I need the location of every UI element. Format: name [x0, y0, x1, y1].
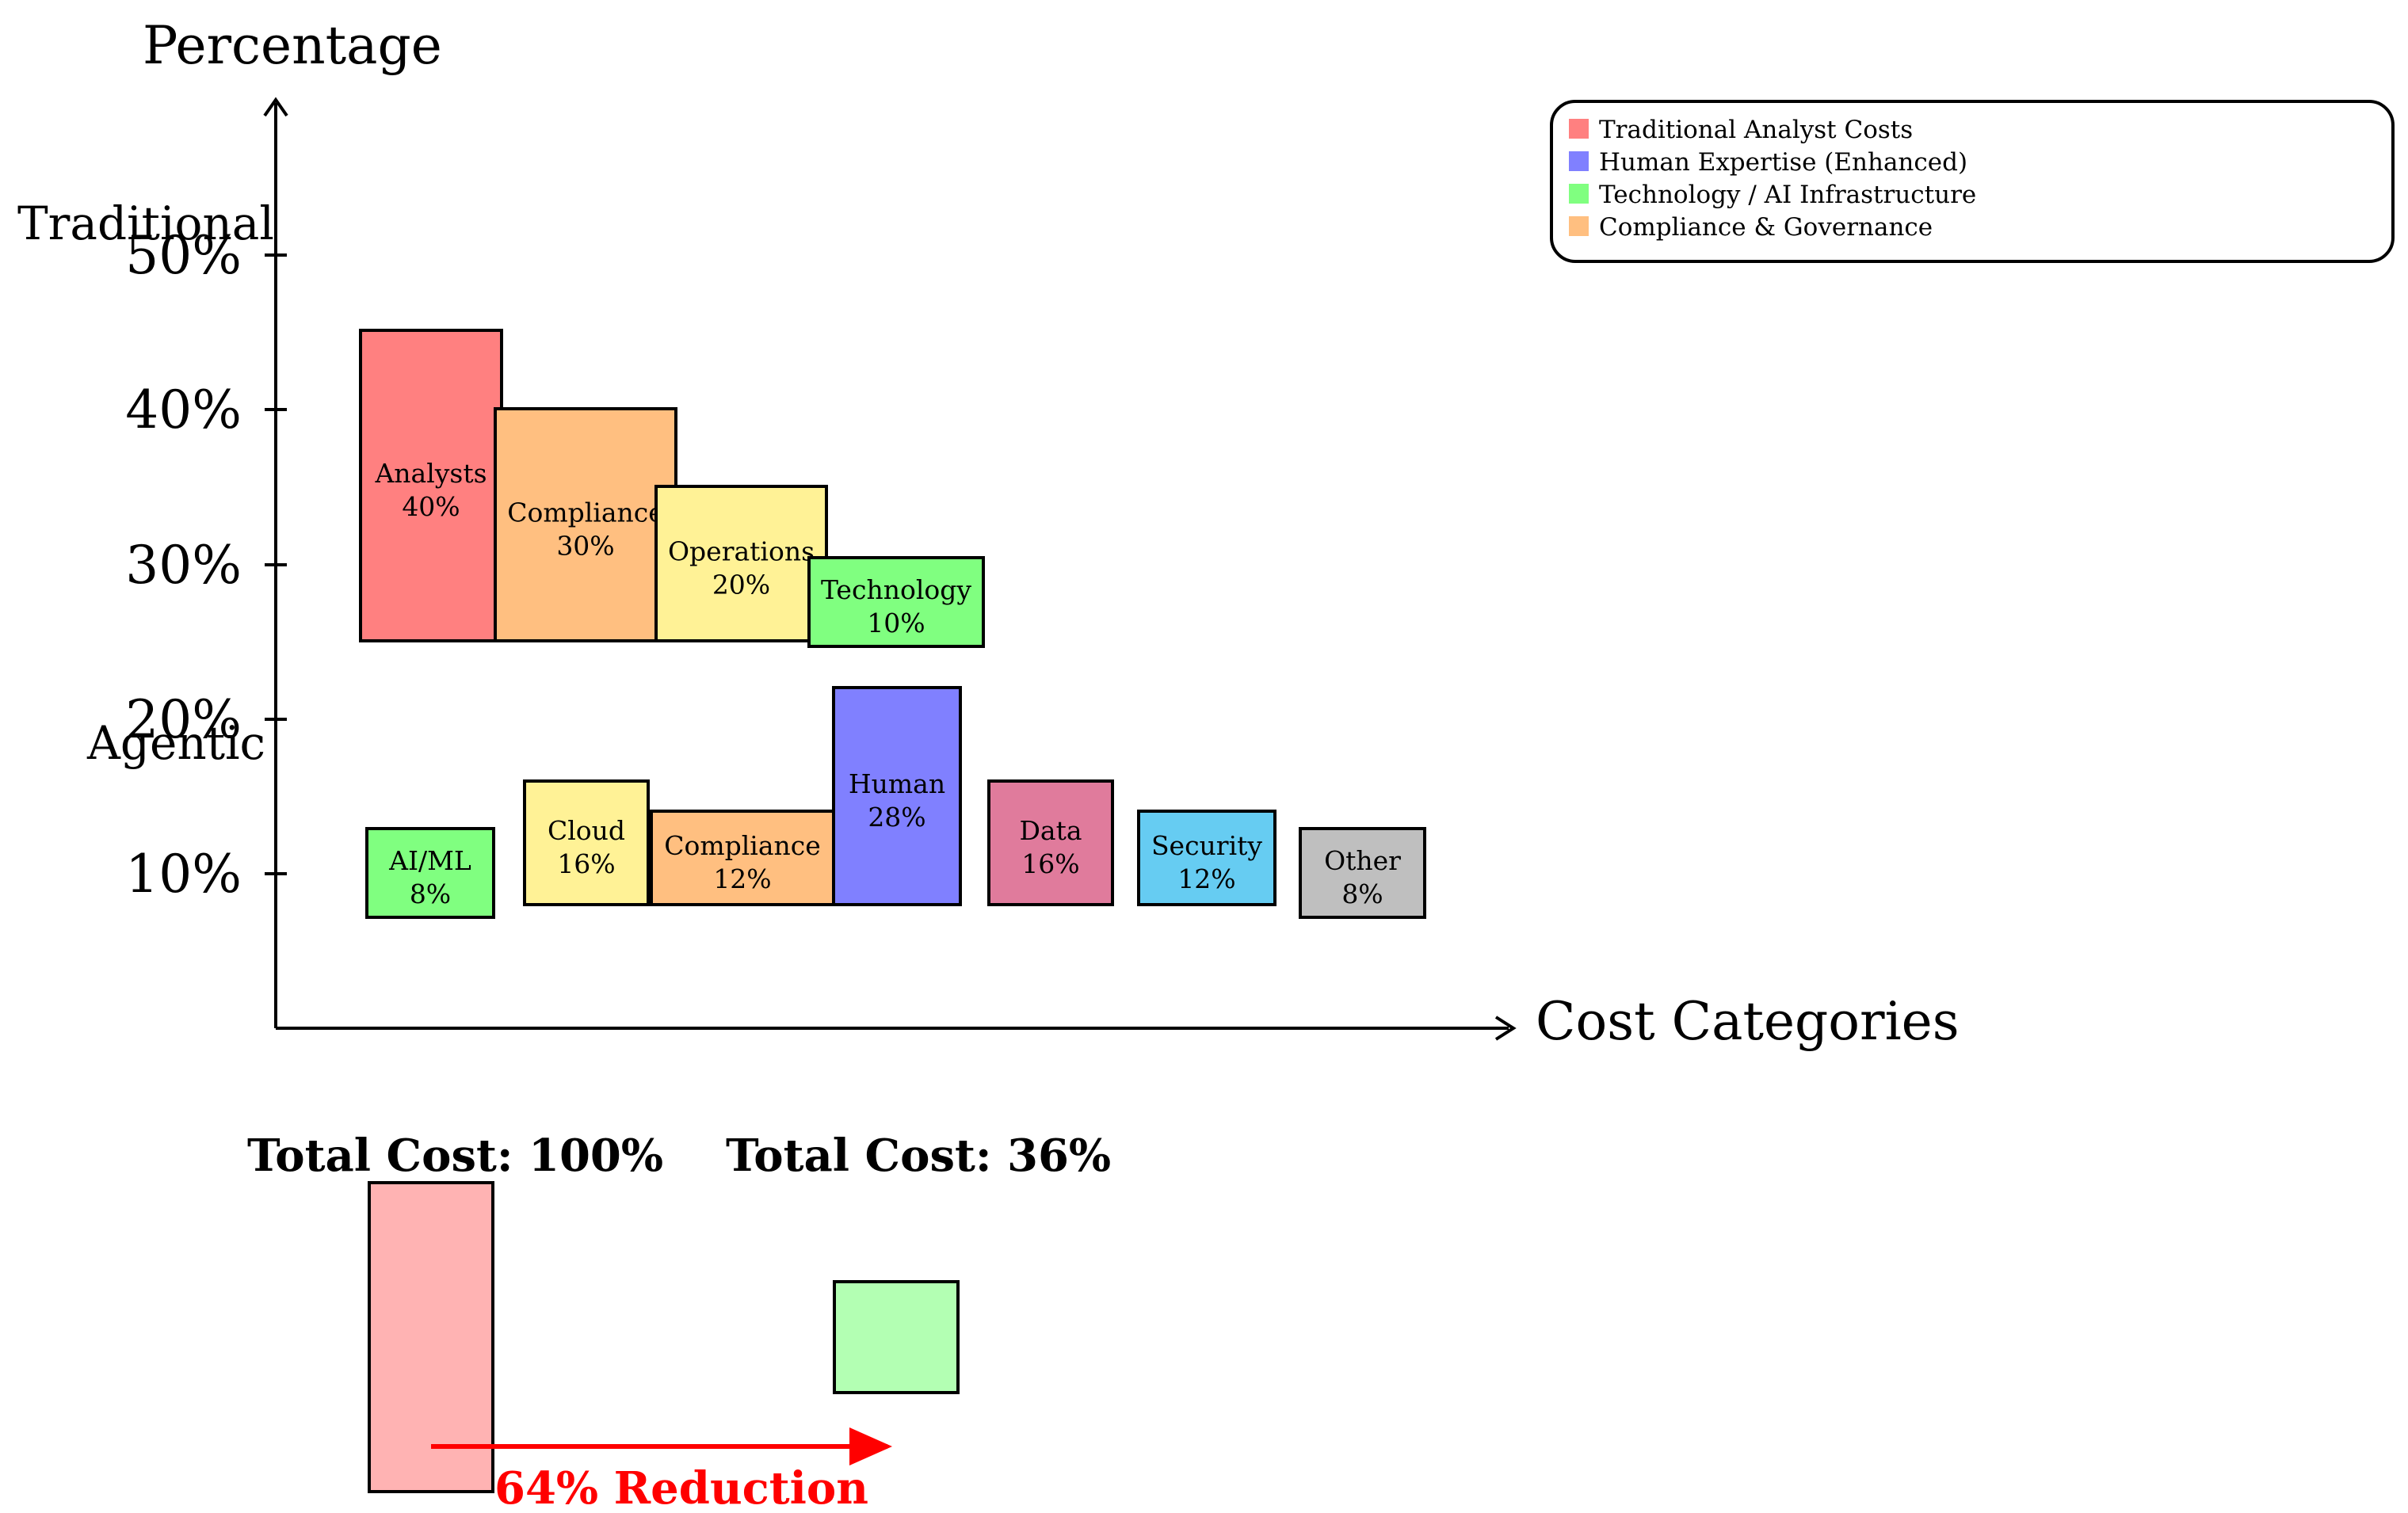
agentic-bar	[987, 779, 1114, 906]
traditional-bar-value-label: 20%	[712, 570, 770, 600]
legend: Traditional Analyst Costs Human Expertise…	[1550, 100, 2395, 263]
agentic-bar-value-label: 12%	[1177, 863, 1235, 894]
agentic-bar-label: Other	[1324, 845, 1401, 876]
agentic-bar-label: Security	[1151, 830, 1262, 861]
total-cost-traditional-label: Total Cost: 100%	[247, 1130, 663, 1182]
total-bar-traditional	[368, 1181, 494, 1493]
agentic-bar-value-label: 28%	[868, 802, 925, 833]
legend-label: Technology / AI Infrastructure	[1599, 181, 1976, 209]
traditional-bar	[654, 485, 828, 642]
agentic-bar-value-label: 16%	[557, 848, 615, 879]
agentic-bar-label: Cloud	[548, 815, 625, 846]
group-label-traditional: Traditional	[17, 196, 274, 250]
group-label-agentic: Agentic	[86, 716, 265, 770]
y-tick-label: 10%	[125, 844, 242, 905]
agentic-bar-label: Compliance	[664, 830, 821, 861]
agentic-bar	[365, 827, 495, 919]
x-axis-title: Cost Categories	[1536, 991, 1960, 1052]
y-axis-arrowhead	[263, 97, 288, 117]
agentic-bar-value-label: 8%	[410, 878, 451, 909]
traditional-bar-label: Operations	[668, 536, 815, 567]
agentic-bar	[650, 810, 835, 906]
legend-label: Human Expertise (Enhanced)	[1599, 148, 1967, 177]
total-bar-agentic	[833, 1280, 960, 1394]
traditional-bar-label: Analysts	[374, 458, 487, 489]
y-axis-title: Percentage	[143, 15, 442, 76]
y-tick-label: 40%	[125, 379, 242, 440]
agentic-bar	[1299, 827, 1426, 919]
traditional-bar	[359, 329, 503, 642]
agentic-bar-label: Data	[1019, 815, 1082, 846]
total-cost-agentic-label: Total Cost: 36%	[726, 1130, 1111, 1182]
traditional-bar-label: Compliance	[507, 497, 664, 528]
x-axis-arrowhead	[1494, 1016, 1517, 1041]
traditional-bar-value-label: 10%	[867, 608, 925, 638]
legend-swatch	[1569, 151, 1589, 171]
legend-box	[1550, 100, 2395, 263]
reduction-annotation: 64% Reduction	[494, 1462, 868, 1513]
legend-label: Compliance & Governance	[1599, 213, 1933, 242]
agentic-bar-value-label: 16%	[1021, 848, 1079, 879]
agentic-bar-label: Human	[849, 768, 945, 799]
traditional-bar	[807, 556, 985, 648]
agentic-bar	[832, 686, 962, 906]
y-tick-label: 50%	[125, 225, 242, 286]
y-tick-group: 10% 20% 30% 40% 50%	[125, 225, 287, 905]
legend-label: Traditional Analyst Costs	[1599, 116, 1913, 144]
agentic-bar-value-label: 8%	[1341, 878, 1383, 909]
agentic-bar	[1137, 810, 1277, 906]
y-tick-label: 30%	[125, 535, 242, 596]
agentic-bar-value-label: 12%	[713, 863, 771, 894]
agentic-bar	[523, 779, 650, 906]
legend-swatch	[1569, 184, 1589, 204]
y-tick-label: 20%	[125, 689, 242, 750]
traditional-bar-label: Technology	[821, 574, 971, 605]
legend-swatch	[1569, 119, 1589, 139]
agentic-bar-label: AI/ML	[388, 845, 471, 876]
legend-swatch	[1569, 216, 1589, 236]
traditional-bar-value-label: 40%	[402, 491, 460, 522]
traditional-bar-value-label: 30%	[556, 531, 614, 562]
